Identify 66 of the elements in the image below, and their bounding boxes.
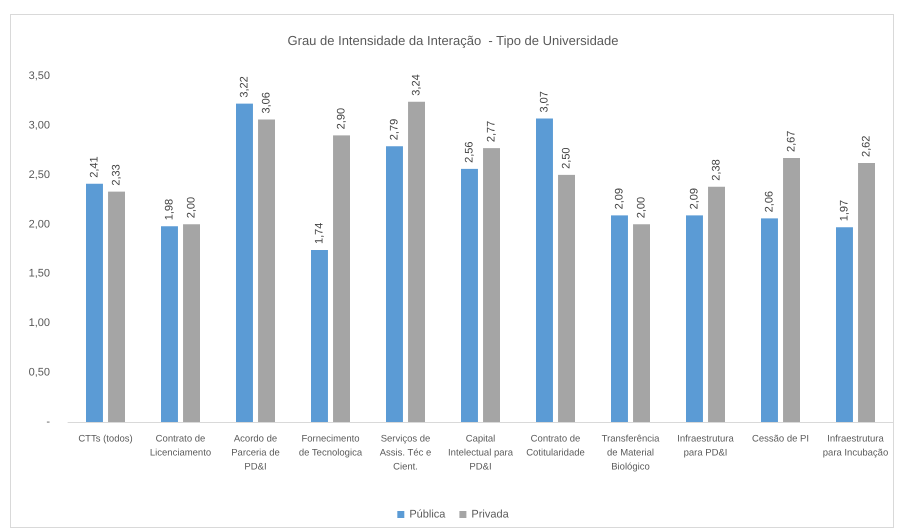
x-tick-label: CTTs (todos) xyxy=(78,434,133,444)
data-label: 3,07 xyxy=(538,91,550,113)
data-label: 2,09 xyxy=(613,188,626,210)
chart-title: Grau de Intensidade da Interação - Tipo de Universidade xyxy=(288,33,618,48)
data-label: 2,79 xyxy=(388,118,400,140)
bar xyxy=(386,146,403,422)
x-tick-label: Transferência de Material Biológico xyxy=(602,434,660,472)
bar xyxy=(483,148,500,422)
data-label: 2,09 xyxy=(688,188,700,210)
data-label: 2,90 xyxy=(336,108,348,130)
data-label: 2,00 xyxy=(186,196,198,218)
x-tick-label: Acordo de Parceria de PD&I xyxy=(231,434,280,472)
bar xyxy=(708,186,725,422)
bar xyxy=(86,184,103,422)
bar xyxy=(461,168,478,422)
data-label: 2,41 xyxy=(88,156,100,178)
bar xyxy=(836,227,853,422)
x-tick-label: Contrato de Cotitularidade xyxy=(526,434,585,458)
legend-label: Pública xyxy=(409,508,446,520)
bar xyxy=(783,158,800,422)
bar xyxy=(558,174,575,422)
y-tick-label: 3,00 xyxy=(28,119,50,132)
bar xyxy=(258,119,275,422)
bar xyxy=(311,250,328,422)
data-label: 2,06 xyxy=(763,190,776,212)
bar xyxy=(858,162,875,422)
y-tick-label: 2,00 xyxy=(28,218,50,230)
y-tick-label: 2,50 xyxy=(28,168,50,181)
y-tick-label: - xyxy=(46,416,50,428)
x-tick-label: Infraestrutura para PD&I xyxy=(677,434,734,458)
y-tick-label: 1,50 xyxy=(28,268,50,280)
x-tick-label: Infraestrutura para Incubação xyxy=(822,434,888,458)
data-label: 3,24 xyxy=(410,74,423,96)
data-label: 2,77 xyxy=(486,120,498,142)
bar xyxy=(108,192,125,422)
bar xyxy=(761,218,778,422)
data-label: 2,62 xyxy=(860,136,873,157)
y-tick-label: 0,50 xyxy=(28,366,50,379)
x-tick-label: Serviços de Assis. Téc e Cient. xyxy=(380,434,432,472)
data-label: 2,00 xyxy=(636,196,648,218)
x-tick-label: Fornecimento de Tecnologica xyxy=(298,434,363,458)
data-label: 1,74 xyxy=(313,222,326,244)
legend-label: Privada xyxy=(471,508,510,520)
x-tick-label: Cessão de PI xyxy=(752,434,810,444)
bar xyxy=(611,215,628,422)
x-tick-label: Contrato de Licenciamento xyxy=(150,434,212,458)
y-tick-label: 3,50 xyxy=(28,70,50,82)
bar xyxy=(536,118,553,422)
y-tick-label: 1,00 xyxy=(28,317,50,330)
data-label: 3,22 xyxy=(238,76,250,98)
data-label: 1,98 xyxy=(163,198,176,220)
bar xyxy=(633,224,650,422)
data-label: 2,33 xyxy=(110,164,123,186)
data-label: 2,38 xyxy=(710,159,723,181)
bar xyxy=(183,224,200,422)
data-label: 2,50 xyxy=(560,147,573,169)
x-tick-label: Capital Intelectual para PD&I xyxy=(448,434,514,472)
data-label: 3,06 xyxy=(260,92,273,114)
bar xyxy=(236,104,253,422)
data-label: 2,67 xyxy=(786,130,798,152)
bar xyxy=(333,135,350,422)
data-label: 1,97 xyxy=(838,200,850,222)
bar xyxy=(686,215,703,422)
bar xyxy=(408,102,425,422)
data-label: 2,56 xyxy=(463,142,476,163)
bar xyxy=(161,226,178,422)
